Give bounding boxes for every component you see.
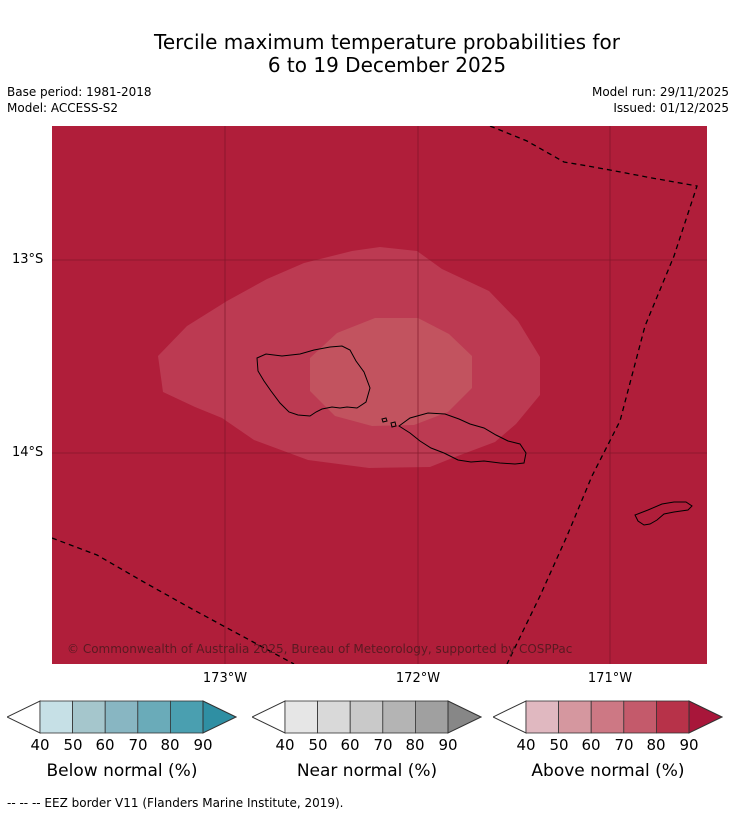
island-apolima xyxy=(390,421,397,428)
colorbar-above xyxy=(493,700,723,734)
tick-near-70: 70 xyxy=(373,736,393,754)
colorbar-near-cell-40 xyxy=(284,700,318,734)
lon-label-173w: 173°W xyxy=(202,671,248,686)
meta-left: Base period: 1981-2018 Model: ACCESS-S2 xyxy=(7,84,152,116)
title-line-1: Tercile maximum temperature probabilitie… xyxy=(154,30,620,54)
colorbar-above-cell-50 xyxy=(558,700,592,734)
copyright-notice: © Commonwealth of Australia 2025, Bureau… xyxy=(67,642,573,656)
base-period: Base period: 1981-2018 xyxy=(7,85,152,99)
legend-above-normal xyxy=(493,700,723,736)
tick-below-80: 80 xyxy=(160,736,180,754)
colorbar-above-cell-40 xyxy=(525,700,559,734)
tick-below-50: 50 xyxy=(63,736,83,754)
footnote-eez: -- -- -- EEZ border V11 (Flanders Marine… xyxy=(7,796,344,810)
tick-above-90: 90 xyxy=(679,736,699,754)
lon-label-171w: 171°W xyxy=(587,671,633,686)
island-upolu xyxy=(398,412,527,465)
colorbar-above-cell-70 xyxy=(623,700,657,734)
island-tutuila xyxy=(634,501,693,526)
tick-above-40: 40 xyxy=(516,736,536,754)
tick-below-90: 90 xyxy=(193,736,213,754)
colorbar-below-max-extend xyxy=(202,700,237,734)
tick-below-70: 70 xyxy=(128,736,148,754)
colorbar-above-min-extend xyxy=(493,700,527,734)
legend-near-normal xyxy=(252,700,482,736)
tick-above-60: 60 xyxy=(581,736,601,754)
tick-near-60: 60 xyxy=(340,736,360,754)
colorbar-near-cell-70 xyxy=(382,700,416,734)
legend-below-normal xyxy=(7,700,237,736)
colorbar-above-cell-80 xyxy=(655,700,690,734)
colorbar-below xyxy=(7,700,237,734)
tick-near-80: 80 xyxy=(405,736,425,754)
colorbar-near-min-extend xyxy=(252,700,286,734)
legend-title-near: Near normal (%) xyxy=(296,761,438,781)
meta-right: Model run: 29/11/2025 Issued: 01/12/2025 xyxy=(592,84,729,116)
colorbar-below-cell-70 xyxy=(137,700,171,734)
colorbar-above-cell-60 xyxy=(590,700,625,734)
eez-border xyxy=(52,126,698,664)
lat-label-13s: 13°S xyxy=(12,252,44,267)
islands xyxy=(256,345,693,526)
lon-label-172w: 172°W xyxy=(395,671,441,686)
colorbar-near xyxy=(252,700,482,734)
island-manono xyxy=(381,417,388,423)
colorbar-below-cell-50 xyxy=(72,700,106,734)
colorbar-below-cell-40 xyxy=(39,700,73,734)
map-panel xyxy=(52,126,707,664)
colorbar-below-cell-60 xyxy=(104,700,139,734)
lat-label-14s: 14°S xyxy=(12,445,44,460)
colorbar-near-cell-60 xyxy=(349,700,384,734)
colorbar-near-cell-80 xyxy=(414,700,449,734)
colorbar-near-max-extend xyxy=(447,700,482,734)
issued-date: Issued: 01/12/2025 xyxy=(613,101,729,115)
tick-above-70: 70 xyxy=(614,736,634,754)
tick-near-50: 50 xyxy=(308,736,328,754)
legend-title-below: Below normal (%) xyxy=(46,761,198,781)
chart-title: Tercile maximum temperature probabilitie… xyxy=(0,31,736,77)
legend-title-above: Above normal (%) xyxy=(531,761,685,781)
tick-below-40: 40 xyxy=(30,736,50,754)
island-savaii xyxy=(256,345,371,417)
graticule xyxy=(52,126,707,664)
tick-above-80: 80 xyxy=(646,736,666,754)
colorbar-below-min-extend xyxy=(7,700,41,734)
colorbar-above-max-extend xyxy=(688,700,723,734)
tick-above-50: 50 xyxy=(549,736,569,754)
tick-near-90: 90 xyxy=(438,736,458,754)
title-line-2: 6 to 19 December 2025 xyxy=(267,53,507,77)
colorbar-below-cell-80 xyxy=(169,700,204,734)
probability-contour-inner xyxy=(310,318,472,426)
model-run: Model run: 29/11/2025 xyxy=(591,85,729,99)
tick-below-60: 60 xyxy=(95,736,115,754)
model-name: Model: ACCESS-S2 xyxy=(7,101,119,115)
tick-near-40: 40 xyxy=(275,736,295,754)
colorbar-near-cell-50 xyxy=(317,700,351,734)
map-canvas xyxy=(52,126,707,664)
